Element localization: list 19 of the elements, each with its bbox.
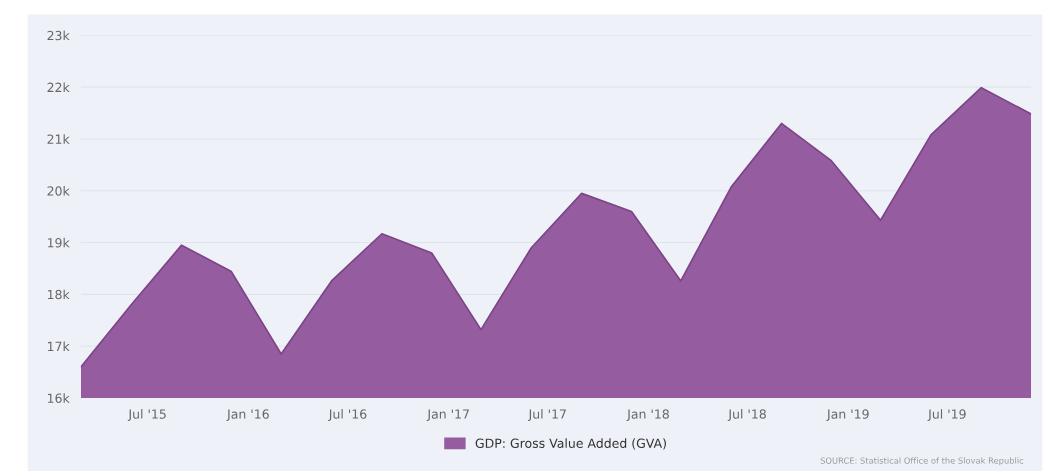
x-tick-label: Jan '18: [626, 409, 669, 422]
x-tick-label: Jul '18: [727, 409, 766, 422]
y-tick-label: 21k: [47, 134, 70, 144]
y-tick-label: 18k: [47, 289, 70, 300]
x-tick-label: Jan '16: [226, 409, 269, 422]
x-tick-label: Jan '19: [826, 409, 869, 422]
x-tick-label: Jan '17: [426, 409, 469, 422]
y-tick-label: 16k: [47, 393, 70, 403]
y-tick-label: 23k: [47, 30, 70, 41]
y-tick-label: 20k: [47, 186, 70, 196]
x-tick-label: Jul '16: [328, 409, 367, 422]
x-tick-label: Jul '17: [527, 409, 566, 422]
x-tick-label: Jul '15: [127, 409, 166, 422]
x-tick-label: Jul '19: [927, 409, 966, 422]
source-note: SOURCE: Statistical Office of the Slovak Republic: [820, 457, 1024, 466]
y-tick-label: 17k: [47, 341, 70, 351]
y-tick-label: 19k: [47, 237, 70, 248]
y-tick-label: 22k: [47, 82, 70, 92]
legend-label: GDP: Gross Value Added (GVA): [475, 438, 666, 450]
